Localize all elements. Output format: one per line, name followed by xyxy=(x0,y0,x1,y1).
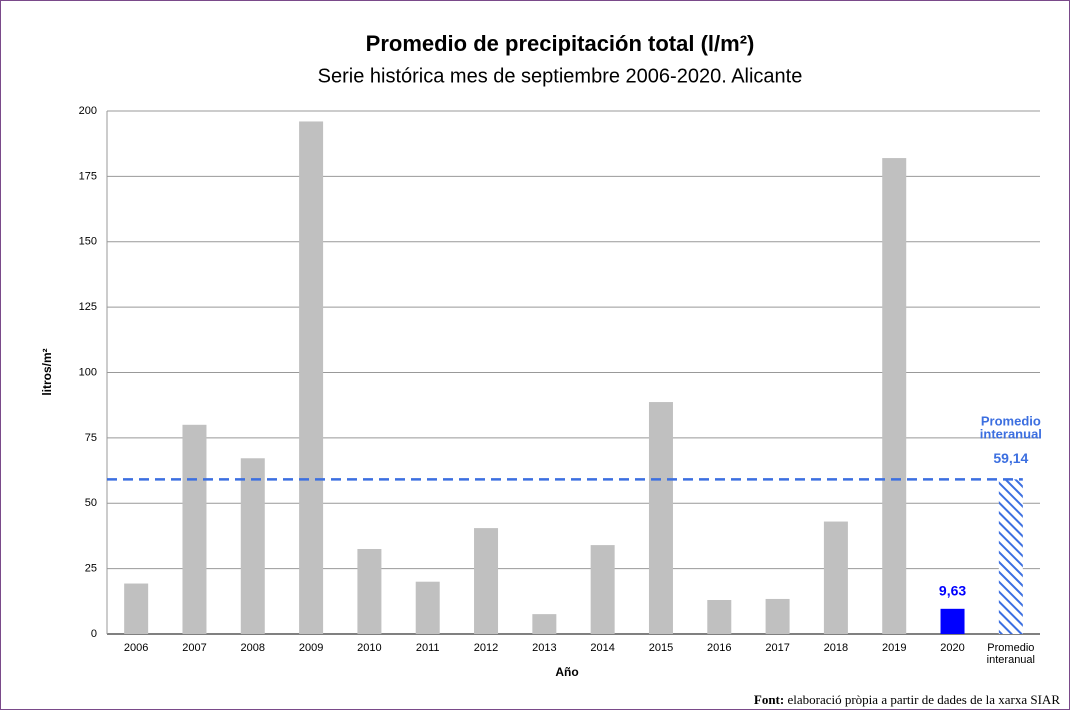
source-label: Font: xyxy=(754,692,784,707)
bar xyxy=(299,121,324,634)
chart-title: Promedio de precipitación total (l/m²) xyxy=(366,31,755,56)
x-tick-label: 2010 xyxy=(357,642,381,654)
x-tick-label-line: Promedio xyxy=(987,642,1034,654)
y-tick-label: 25 xyxy=(85,563,97,575)
x-tick-label: 2009 xyxy=(299,642,323,654)
source: Font: elaboració pròpia a partir de dade… xyxy=(754,692,1060,707)
bar xyxy=(474,528,499,634)
bar xyxy=(823,521,848,634)
bar xyxy=(765,598,790,634)
y-tick-label: 125 xyxy=(79,301,97,313)
x-tick-label: 2017 xyxy=(765,642,789,654)
bar xyxy=(707,600,732,634)
bar xyxy=(357,549,382,634)
x-tick-label: 2014 xyxy=(590,642,614,654)
bar xyxy=(648,402,673,634)
value-label: 9,63 xyxy=(939,583,966,599)
x-tick-label: 2020 xyxy=(940,642,964,654)
y-tick-label: 200 xyxy=(79,105,97,117)
x-tick-label-line: interanual xyxy=(987,654,1035,666)
x-tick-label: 2008 xyxy=(241,642,265,654)
x-tick-label: 2016 xyxy=(707,642,731,654)
x-tick-label: 2019 xyxy=(882,642,906,654)
x-tick-label: 2018 xyxy=(824,642,848,654)
x-tick-label: 2011 xyxy=(416,642,440,654)
bar xyxy=(882,158,907,634)
x-tick-label: 2012 xyxy=(474,642,498,654)
y-tick-label: 75 xyxy=(85,432,97,444)
bar xyxy=(240,458,265,634)
y-tick-label: 175 xyxy=(79,170,97,182)
x-axis-title: Año xyxy=(555,665,578,679)
bar xyxy=(590,545,615,634)
bar xyxy=(998,479,1023,634)
y-tick-label: 100 xyxy=(79,366,97,378)
bar xyxy=(415,581,440,634)
x-tick-label: 2015 xyxy=(649,642,673,654)
y-tick-label: 150 xyxy=(79,236,97,248)
y-tick-label: 50 xyxy=(85,497,97,509)
x-tick-label: Promedio interanual xyxy=(987,642,1035,666)
bar xyxy=(124,583,149,634)
average-annotation-line: Promedio xyxy=(981,414,1041,429)
bar xyxy=(532,614,557,634)
average-annotation: Promedio interanual xyxy=(980,414,1042,442)
bar xyxy=(182,424,207,634)
x-tick-label: 2007 xyxy=(182,642,206,654)
y-tick-label: 0 xyxy=(91,628,97,640)
average-annotation-line: interanual xyxy=(980,427,1042,442)
bar xyxy=(940,608,965,634)
y-axis-title: litros/m² xyxy=(40,348,54,395)
x-tick-label: 2013 xyxy=(532,642,556,654)
source-text: elaboració pròpia a partir de dades de l… xyxy=(787,692,1060,707)
value-label: 59,14 xyxy=(993,450,1028,466)
chart-subtitle: Serie histórica mes de septiembre 2006-2… xyxy=(318,65,803,87)
x-tick-label: 2006 xyxy=(124,642,148,654)
